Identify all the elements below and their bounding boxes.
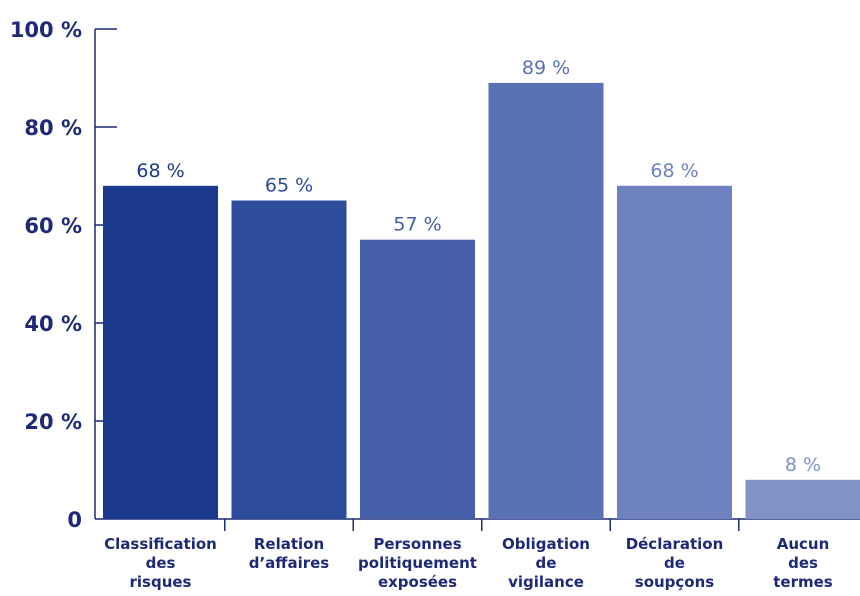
category-label: d’affaires (249, 554, 330, 572)
y-axis: 0 20 % 40 % 60 % 80 % 100 % (10, 18, 117, 532)
bar-value-label: 8 % (785, 454, 821, 476)
y-tick-label: 40 % (24, 312, 82, 336)
category-label: Déclaration (626, 535, 724, 553)
category-label: politiquement (358, 554, 477, 572)
x-axis (95, 518, 860, 531)
bar-value-label: 68 % (136, 160, 184, 182)
bar-value-labels: 68 % 65 % 57 % 89 % 68 % 8 % (136, 57, 821, 476)
bars (103, 82, 860, 520)
category-labels: ClassificationdesrisquesRelationd’affair… (104, 535, 833, 591)
bar-value-label: 57 % (393, 214, 441, 236)
category-label: soupçons (635, 573, 715, 591)
y-tick-label: 80 % (24, 116, 82, 140)
bar (103, 185, 218, 520)
bar (617, 185, 732, 520)
category-label: Relation (254, 535, 324, 553)
category-label: termes (773, 573, 833, 591)
category-label: de (664, 554, 685, 572)
y-tick-label: 0 (67, 508, 82, 532)
category-label: des (146, 554, 176, 572)
category-label: vigilance (508, 573, 584, 591)
category-label: Classification (104, 535, 217, 553)
bar-value-label: 68 % (650, 160, 698, 182)
category-label: Personnes (373, 535, 461, 553)
y-tick-label: 100 % (10, 18, 82, 42)
category-label: des (788, 554, 818, 572)
category-label: Obligation (502, 535, 590, 553)
y-tick-label: 20 % (24, 410, 82, 434)
category-label: risques (130, 573, 192, 591)
bar-value-label: 65 % (265, 175, 313, 197)
bar (360, 239, 475, 519)
category-label: Aucun (777, 535, 830, 553)
bar-value-label: 89 % (522, 57, 570, 79)
y-tick-label: 60 % (24, 214, 82, 238)
category-label: exposées (378, 573, 457, 591)
bar (231, 200, 347, 519)
category-label: de (536, 554, 557, 572)
bar (488, 82, 604, 520)
bar (745, 479, 860, 519)
